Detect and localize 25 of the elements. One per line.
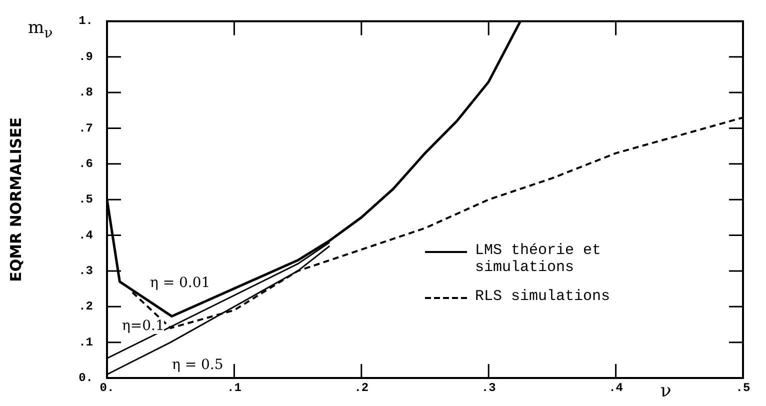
x-tick-label: .5	[736, 381, 750, 396]
x-tick-label: 0.	[100, 381, 114, 396]
x-tick-label: .3	[481, 381, 496, 396]
y-tick-label: .6	[78, 156, 93, 171]
y-tick-label: .2	[78, 300, 93, 314]
y-tick-label: .9	[78, 50, 93, 64]
annotation: η = 0.01	[150, 275, 210, 291]
text: m$_{ν}$	[28, 18, 53, 42]
x-tick-label: .2	[354, 381, 369, 396]
legend-label: RLS simulations	[475, 288, 610, 305]
x-tick-label: .1	[226, 381, 242, 396]
y-tick-label: .7	[78, 121, 93, 136]
x-tick-label: .4	[608, 381, 624, 396]
annotation: η=0.1	[122, 318, 164, 334]
y-tick-label: .3	[78, 264, 93, 278]
y-tick-label: 0.	[78, 371, 93, 386]
y-tick-label: .8	[78, 86, 93, 100]
x-axis-title: ν	[660, 380, 672, 402]
y-tick-label: .1	[78, 335, 93, 350]
annotation: η = 0.5	[172, 357, 224, 373]
y-tick-label: .5	[78, 192, 93, 207]
y-tick-label: .4	[78, 228, 93, 242]
y-tick-label: 1.	[78, 14, 93, 28]
legend-label: LMS théorie et simulations	[475, 242, 602, 276]
y-axis-title: EQMR NORMALISEE	[6, 117, 25, 282]
